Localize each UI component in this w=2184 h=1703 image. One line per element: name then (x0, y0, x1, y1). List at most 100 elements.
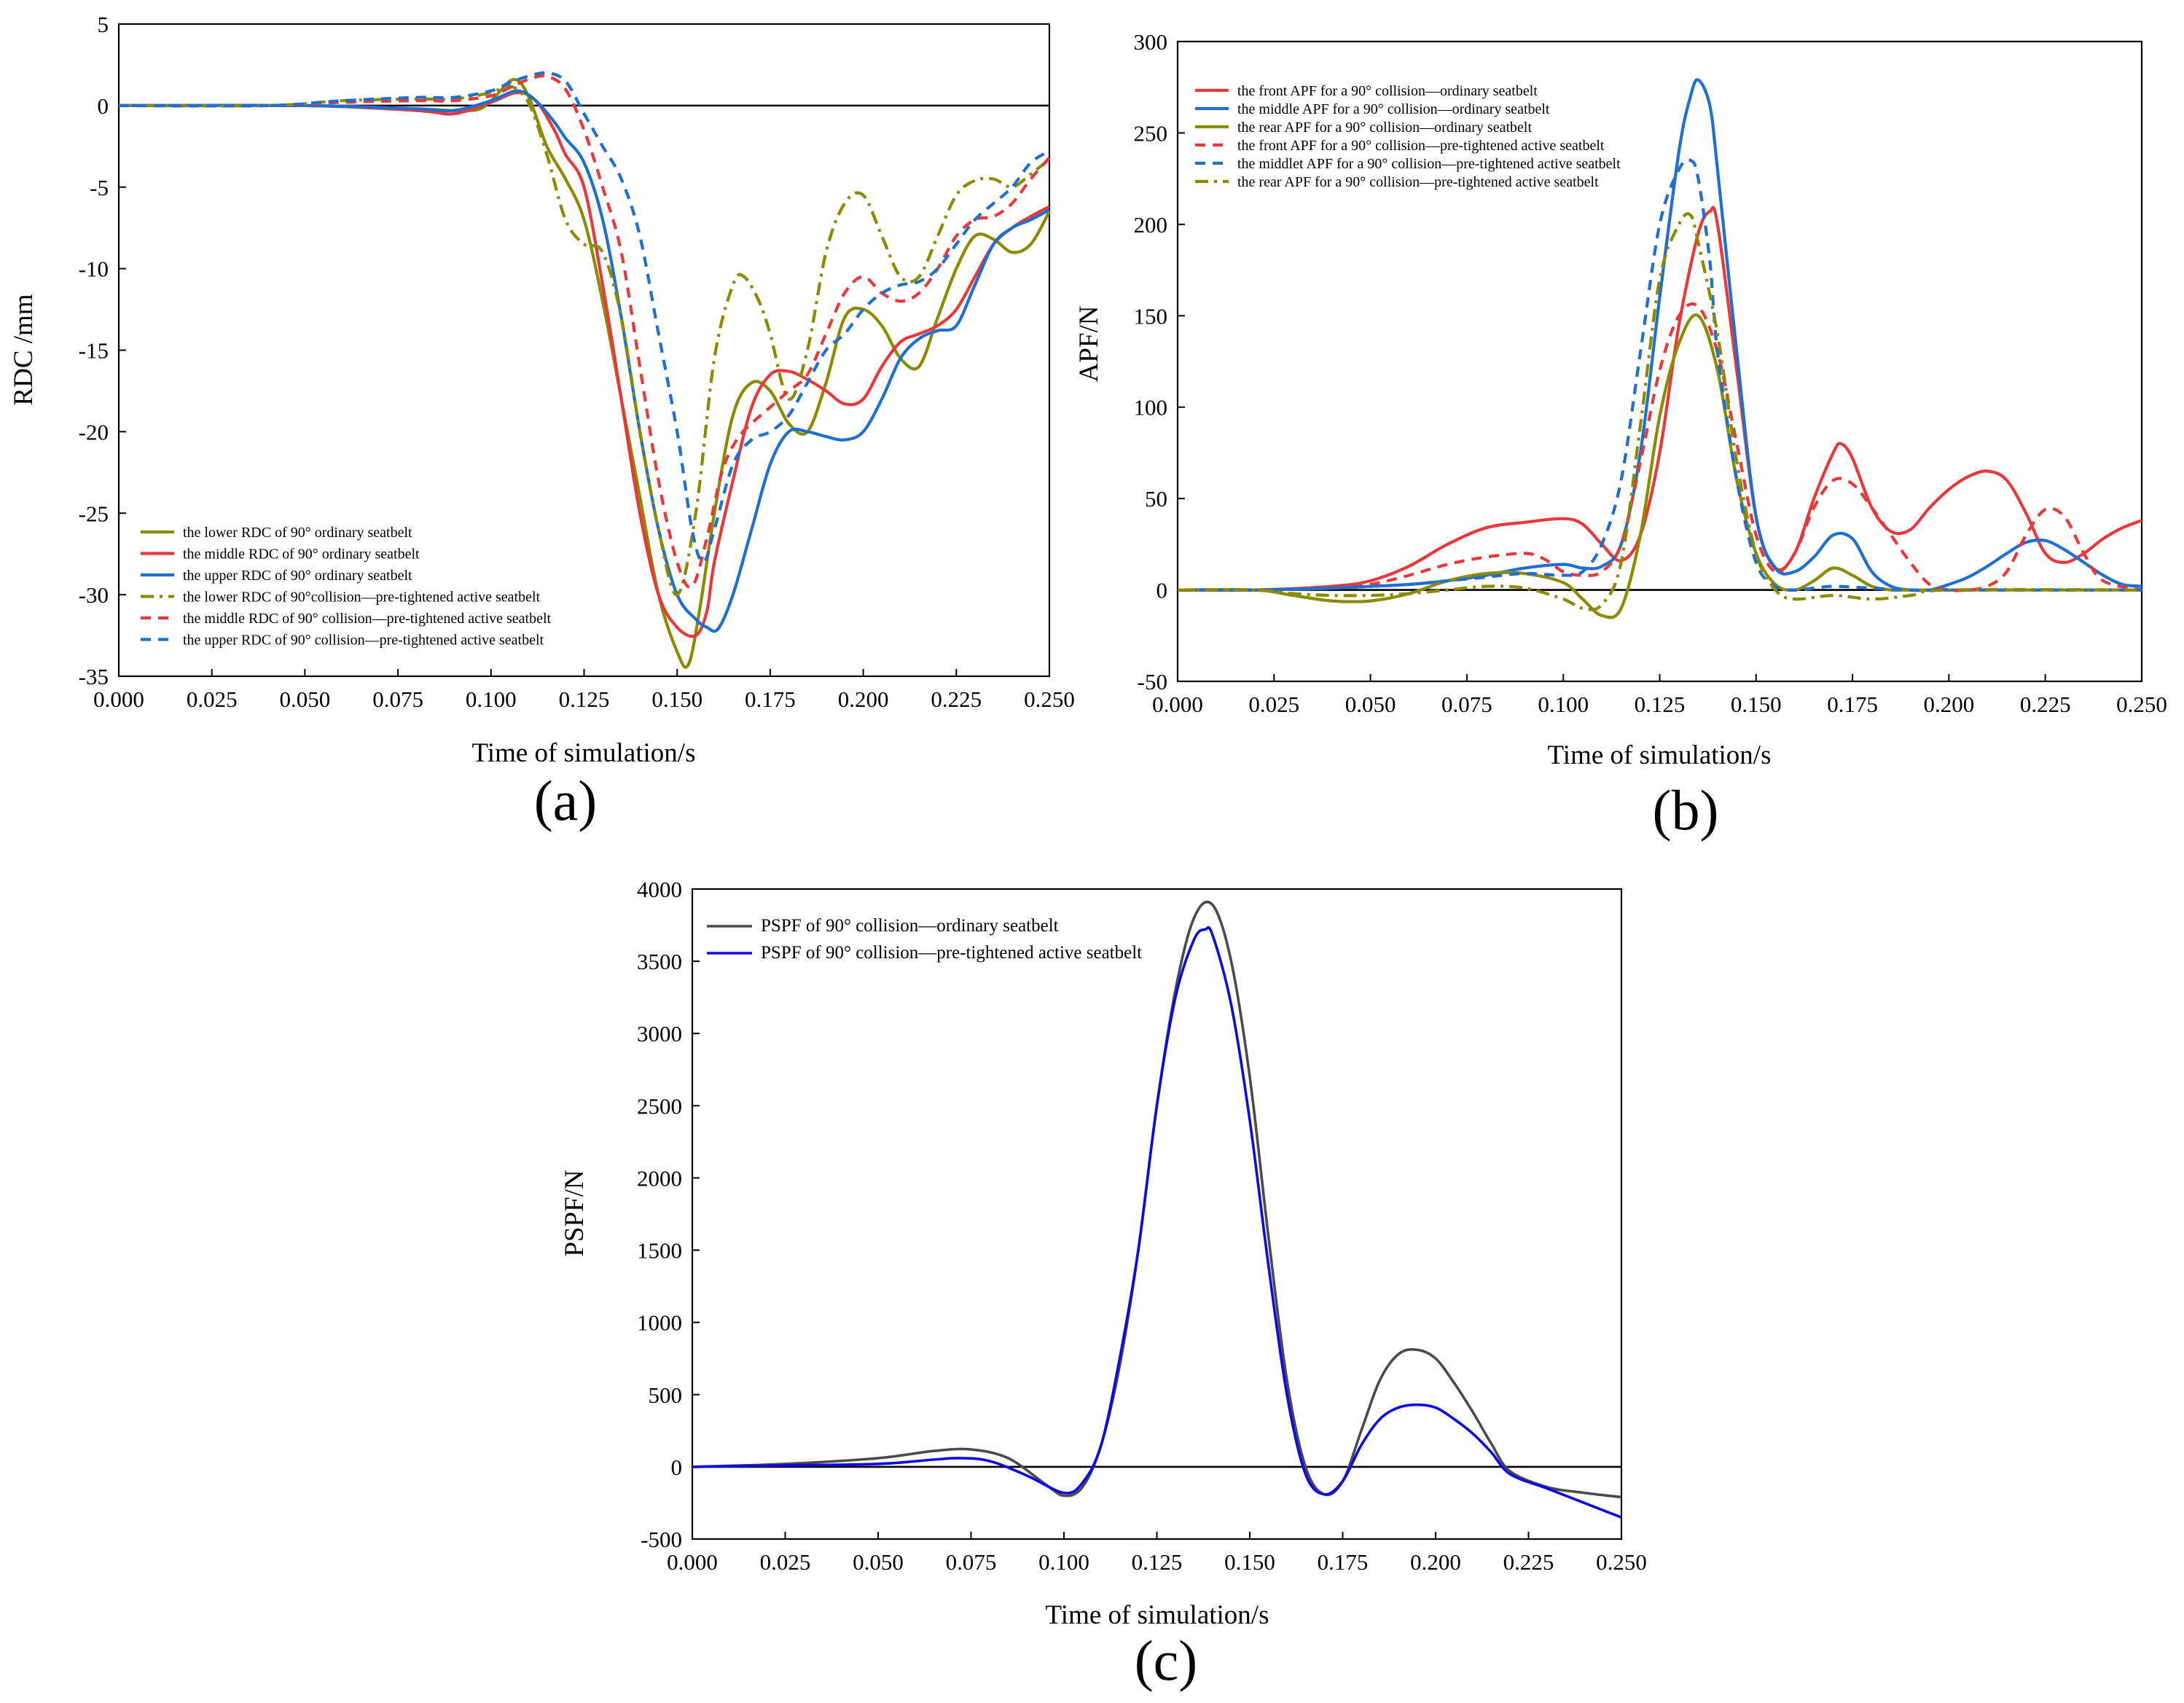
x-tick-label: 0.100 (1038, 1549, 1089, 1575)
series-line-1 (1177, 205, 2142, 592)
x-tick-label: 0.150 (1731, 692, 1782, 717)
y-tick-label: -30 (79, 582, 109, 608)
x-tick-label: 0.200 (838, 686, 889, 712)
x-tick-label: 0.075 (372, 686, 423, 712)
series-line-6 (1177, 212, 2142, 611)
y-tick-label: 200 (1134, 212, 1168, 238)
panel-c: 0.000 0.025 0.050 0.075 0.100 0.125 0.150 0.175… (560, 877, 1647, 1692)
legend-label: the rear APF for a 90° collision—ordinar… (1237, 120, 1532, 136)
x-tick-label: 0.175 (1827, 692, 1878, 717)
y-tick-label: 0 (98, 93, 109, 119)
panel-a: 0.000 0.025 0.050 0.075 0.100 0.125 0.150 0.175… (9, 12, 1075, 832)
x-tick-label: 0.025 (1248, 692, 1299, 717)
x-tick-labels: 0.000 0.025 0.050 0.075 0.100 0.125 0.150 0.175… (93, 686, 1075, 712)
x-tick-label: 0.000 (1152, 692, 1203, 717)
x-tick-label: 0.250 (1024, 686, 1075, 712)
y-tick-label: -20 (79, 419, 109, 445)
series-line-5 (118, 74, 1051, 590)
x-tick-label: 0.000 (667, 1549, 718, 1575)
y-tick-label: -25 (79, 501, 109, 526)
panel-label: (c) (1135, 1629, 1198, 1692)
x-tick-label: 0.075 (1441, 692, 1492, 717)
y-tick-label: 3000 (637, 1021, 682, 1046)
y-tick-label: 500 (649, 1382, 683, 1408)
legend-label: the middlet APF for a 90° collision—pre-… (1237, 156, 1621, 172)
y-tick-labels: 300 250 200 150 100 50 0 -50 (1134, 29, 1168, 694)
y-tick-label: 4000 (637, 877, 682, 902)
y-axis-title: APF/N (1074, 306, 1104, 383)
series-line-2 (118, 90, 1050, 638)
y-tick-label: 1000 (637, 1310, 682, 1336)
x-tick-label: 0.075 (946, 1549, 997, 1575)
x-tick-label: 0.200 (1410, 1549, 1461, 1575)
y-axis-title: RDC /mm (9, 294, 39, 405)
x-tick-label: 0.025 (187, 686, 238, 712)
series-line-1 (118, 77, 1051, 669)
panel-label: (b) (1653, 778, 1719, 842)
x-tick-label: 0.050 (853, 1549, 904, 1575)
legend: PSPF of 90° collision—ordinary seatbelt P… (707, 916, 1142, 963)
y-tick-label: 150 (1134, 303, 1168, 329)
legend-label: the middle APF for a 90° collision—ordin… (1237, 101, 1550, 117)
y-tick-label: -5 (90, 175, 109, 200)
y-tick-label: 2000 (637, 1165, 682, 1191)
legend: the lower RDC of 90° ordinary seatbelt th… (141, 525, 552, 649)
x-axis-title: Time of simulation/s (1547, 740, 1771, 770)
y-tick-label: -15 (79, 338, 109, 364)
y-tick-label: 0 (671, 1455, 683, 1480)
legend-label: the rear APF for a 90° collision—pre-tig… (1237, 174, 1599, 190)
x-tick-label: 0.050 (1345, 692, 1396, 717)
x-tick-labels: 0.000 0.025 0.050 0.075 0.100 0.125 0.150 0.175… (667, 1549, 1647, 1575)
legend-label: the lower RDC of 90° ordinary seatbelt (183, 525, 412, 541)
x-tick-label: 0.175 (745, 686, 796, 712)
y-tick-labels: 5 0 -5 -10 -15 -20 -25 -30 -35 (79, 12, 109, 689)
series-line-3 (1177, 313, 2142, 619)
y-tick-label: -10 (79, 257, 109, 282)
x-tick-label: 0.125 (559, 686, 610, 712)
legend-label: the front APF for a 90° collision—ordina… (1237, 83, 1538, 99)
x-tick-label: 0.125 (1132, 1549, 1183, 1575)
x-tick-label: 0.250 (2116, 692, 2167, 717)
y-tick-label: 100 (1134, 395, 1168, 420)
series-line-5 (1177, 158, 2142, 592)
y-tick-label: 250 (1134, 120, 1168, 146)
legend-label: the upper RDC of 90° ordinary seatbelt (183, 568, 412, 584)
panel-label: (a) (534, 769, 598, 832)
y-tick-label: -50 (1138, 669, 1167, 694)
panel-b: 0.000 0.025 0.050 0.075 0.100 0.125 0.150 0.175… (1074, 29, 2167, 842)
x-tick-label: 0.225 (1503, 1549, 1554, 1575)
series-line-1 (692, 900, 1622, 1499)
series-line-4 (1177, 302, 2142, 592)
x-axis-title: Time of simulation/s (1045, 1600, 1269, 1630)
ticks (692, 888, 1622, 1540)
legend: the front APF for a 90° collision—ordina… (1195, 83, 1621, 190)
x-tick-label: 0.225 (931, 686, 982, 712)
y-tick-label: 300 (1134, 29, 1168, 55)
x-tick-label: 0.100 (1538, 692, 1589, 717)
legend-label: the front APF for a 90° collision—pre-ti… (1237, 138, 1605, 154)
y-tick-label: 50 (1145, 486, 1167, 512)
x-tick-label: 0.200 (1924, 692, 1975, 717)
y-tick-label: 3500 (637, 949, 682, 974)
legend-label: the lower RDC of 90°collision—pre-tighte… (183, 590, 541, 606)
series-group (692, 900, 1622, 1519)
legend-label: PSPF of 90° collision—ordinary seatbelt (761, 916, 1059, 936)
x-tick-label: 0.125 (1635, 692, 1686, 717)
x-tick-label: 0.050 (280, 686, 331, 712)
y-tick-label: 5 (98, 12, 109, 37)
x-tick-label: 0.150 (651, 686, 702, 712)
x-axis-title: Time of simulation/s (471, 738, 695, 768)
x-tick-label: 0.175 (1318, 1549, 1369, 1575)
series-group (118, 71, 1051, 669)
legend-label: the middle RDC of 90° collision—pre-tigh… (183, 611, 552, 627)
x-tick-label: 0.250 (1596, 1549, 1647, 1575)
x-tick-label: 0.225 (2020, 692, 2071, 717)
series-group (1177, 78, 2142, 619)
series-line-4 (118, 84, 1051, 597)
x-tick-label: 0.000 (93, 686, 144, 712)
y-axis-title: PSPF/N (560, 1170, 590, 1256)
series-line-2 (692, 925, 1622, 1519)
y-tick-label: 2500 (637, 1093, 682, 1119)
series-line-3 (118, 89, 1050, 633)
